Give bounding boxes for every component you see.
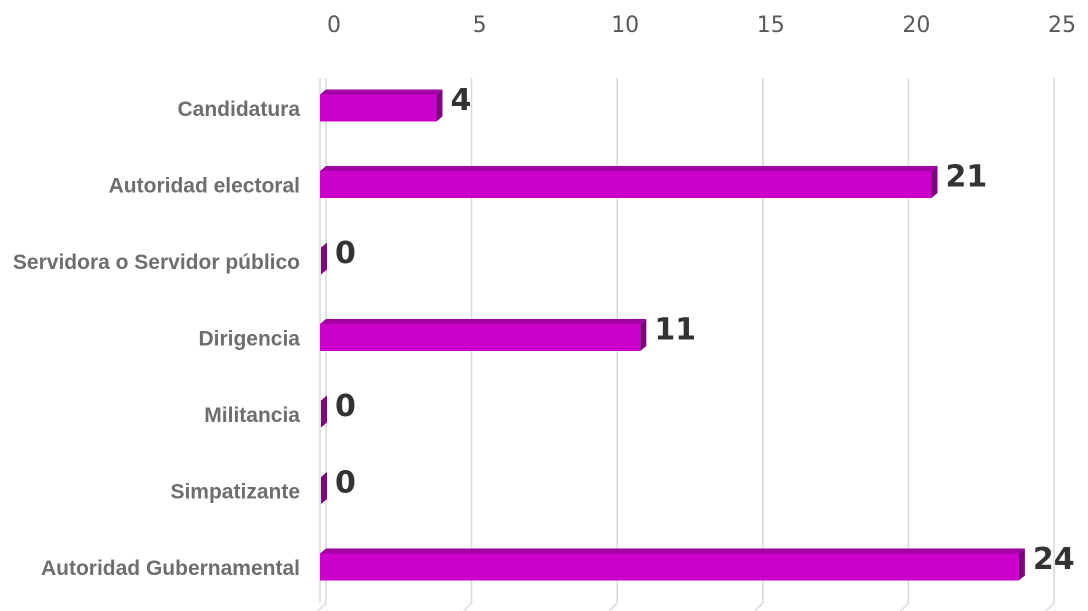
bar [321,472,327,504]
bar [320,319,647,351]
bars [320,89,1025,581]
gridline-foot [1045,602,1055,611]
bar-front [320,94,437,122]
x-tick-label: 5 [473,13,487,38]
x-axis-ticks: 0 5 10 15 20 25 [327,13,1076,38]
category-labels: Candidatura Autoridad electoral Servidora … [13,98,300,580]
bar-top [320,89,443,95]
bar-side [1018,548,1025,581]
data-label: 0 [335,236,356,271]
bar-front [320,324,641,351]
data-label: 0 [335,466,356,501]
data-label: 24 [1033,542,1075,577]
gridline-foot [463,602,473,611]
x-tick-label: 10 [611,13,639,38]
bar-top [320,548,1025,554]
data-label: 11 [654,313,696,348]
bar [320,548,1025,581]
bar-top [320,319,647,324]
data-label: 0 [335,389,356,424]
category-label: Autoridad electoral [109,175,300,198]
bar-side [640,319,647,351]
bar [320,89,443,122]
gridline-foot [899,602,909,611]
x-tick-label: 15 [757,13,785,38]
category-label: Servidora o Servidor público [13,251,300,274]
bar [321,395,327,428]
data-labels: 4 21 0 11 0 0 24 [335,83,1075,577]
category-label: Militancia [204,404,300,427]
x-tick-label: 20 [902,13,930,38]
bar-top [320,166,938,171]
category-label: Simpatizante [170,481,300,504]
category-label: Autoridad Gubernamental [41,557,300,580]
bar-side [931,166,938,198]
bar [321,242,327,275]
gridline-foot [608,602,618,611]
bar-side [321,242,327,275]
gridline-foot [317,602,327,611]
x-tick-label: 25 [1048,13,1076,38]
bar-side [436,89,443,122]
bar-front [320,171,932,198]
x-tick-label: 0 [327,13,341,38]
bar-front [320,553,1019,581]
data-label: 4 [450,83,471,118]
category-label: Candidatura [177,98,300,121]
gridline-foot [754,602,764,611]
bar-side [321,395,327,428]
bar-side [321,472,327,504]
data-label: 21 [946,160,988,195]
bar [320,166,938,198]
category-label: Dirigencia [198,328,300,351]
